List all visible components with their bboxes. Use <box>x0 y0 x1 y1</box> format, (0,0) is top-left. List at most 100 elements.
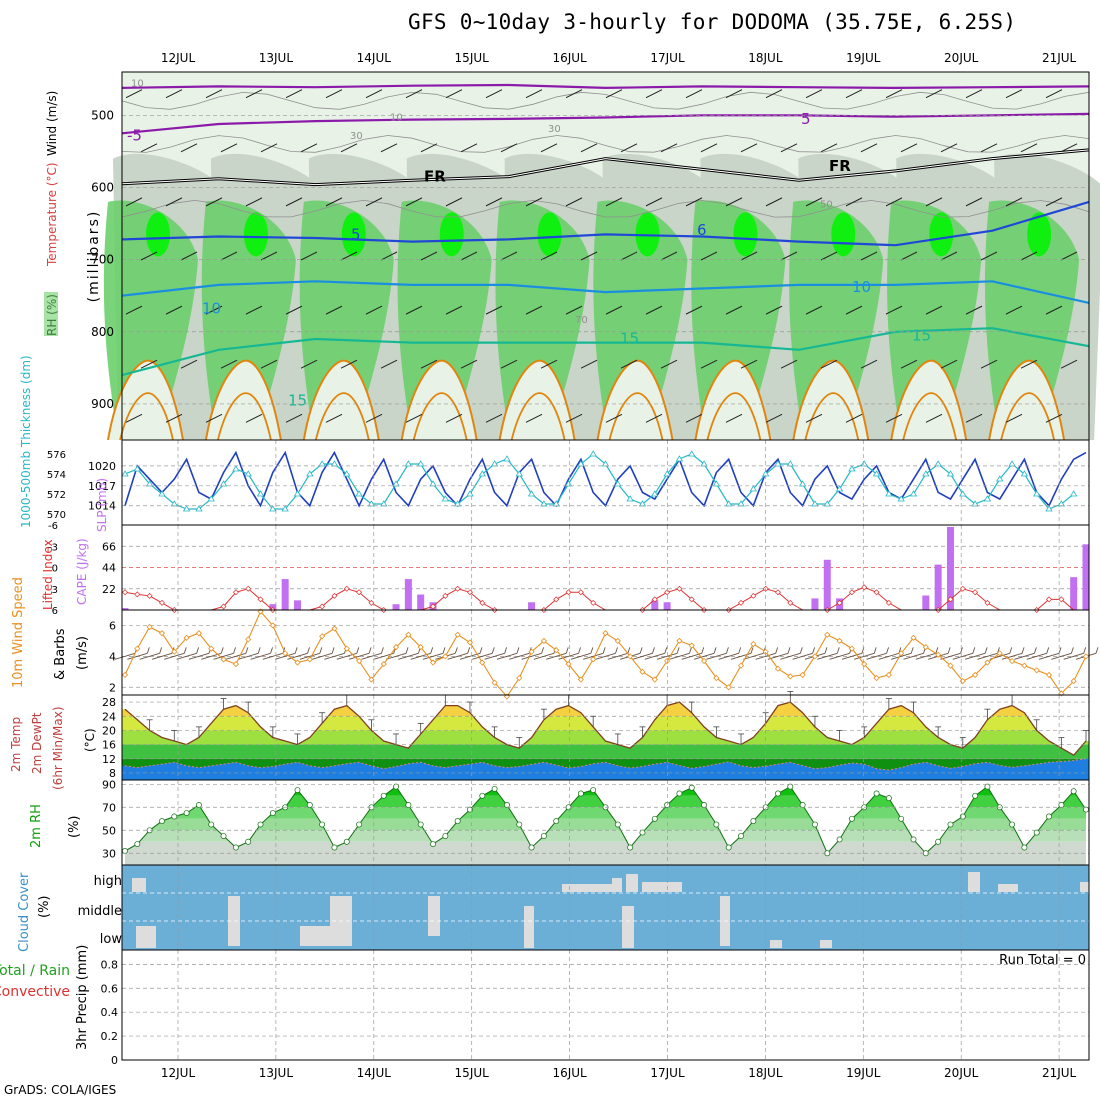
lifted-index-point <box>984 599 991 606</box>
wind-barb <box>140 251 158 261</box>
wind-barb <box>885 197 903 207</box>
wind-barb <box>459 652 481 660</box>
li-tick-label: -3 <box>48 542 58 553</box>
wind-speed-point <box>824 631 831 638</box>
wind-barb <box>164 652 185 660</box>
isotherm-20 <box>792 359 870 441</box>
thickness-tick-label: 570 <box>47 510 66 521</box>
wind-barb <box>620 143 638 153</box>
rh-shade-bright <box>537 212 562 257</box>
wind-barb <box>165 305 183 315</box>
wind-barb <box>841 652 863 660</box>
wind-barb <box>245 89 263 99</box>
wind-barb <box>740 251 758 261</box>
wind-barb <box>139 652 160 660</box>
wind-speed-point <box>232 661 239 668</box>
lifted-index-point <box>873 589 880 596</box>
wind-barb <box>1020 359 1038 369</box>
thickness-point <box>269 505 277 512</box>
bottom-x-tick-label: 14JUL <box>357 1066 392 1080</box>
thickness-point <box>688 450 696 457</box>
wind-barb <box>820 251 838 261</box>
lifted-index-point <box>319 603 326 610</box>
cape-bar <box>663 602 671 610</box>
wind-speed-point <box>503 693 511 700</box>
dewpoint-line <box>124 758 1087 771</box>
wind-barb <box>1005 197 1023 207</box>
wind-speed-point <box>257 608 264 615</box>
thickness-point <box>1069 490 1078 497</box>
wind-speed-point <box>725 684 732 691</box>
isotherm-25 <box>706 392 762 441</box>
rh-point <box>984 783 991 790</box>
isotach-line <box>121 135 1090 153</box>
wind-barb <box>213 652 234 660</box>
wind-barb-flag <box>1095 647 1099 654</box>
thickness-point <box>946 470 955 477</box>
wind-speed-point <box>885 671 892 678</box>
wind-barb-flag <box>430 647 434 654</box>
isotherm-20 <box>694 359 772 441</box>
top-x-tick-label: 21JUL <box>1042 51 1077 65</box>
wind-barb-flag <box>380 647 384 654</box>
rh-point <box>848 815 855 822</box>
temp-tick-label: 16 <box>102 739 116 752</box>
rh-point <box>405 802 412 808</box>
wind-barb-flag <box>713 647 717 654</box>
rh2m-panel: 30 50 70 90 2m RH (%) <box>29 778 1089 865</box>
thickness-point <box>971 500 979 507</box>
wind-speed-point <box>540 637 547 644</box>
rh-point <box>775 790 781 797</box>
wind-speed-point <box>405 631 412 638</box>
wind-barb-flag <box>1009 647 1013 654</box>
wind-barb <box>792 652 813 660</box>
rh-point <box>516 821 523 828</box>
legend-total-rain: Total / Rain <box>0 963 70 979</box>
rh-point <box>294 787 301 793</box>
wind-barb <box>1038 652 1060 660</box>
wind-barb-flag <box>873 647 877 654</box>
wind-barb <box>644 652 665 660</box>
wind-barb <box>485 305 503 315</box>
cloud-block <box>132 878 146 892</box>
slp-tick-label: 1014 <box>88 500 116 513</box>
rh-shade-bright <box>733 212 758 257</box>
y-tick-label: 700 <box>91 253 114 267</box>
wind-barb <box>127 652 148 660</box>
wind-barb-flag <box>257 647 261 654</box>
wind-barb <box>521 652 542 660</box>
lifted-index-point <box>232 589 239 596</box>
wind-barb-flag <box>405 647 409 654</box>
lifted-index-point <box>343 585 350 592</box>
wind-barb <box>445 413 463 423</box>
wind-barb-flag <box>270 647 273 654</box>
wind-barb <box>485 197 503 207</box>
rh-shade-bright <box>243 212 268 257</box>
thickness-point <box>256 490 265 497</box>
wind-barb <box>285 413 303 423</box>
wind-barb <box>1005 413 1023 423</box>
wind-speed-point <box>158 630 166 637</box>
wind-speed-point <box>602 630 609 637</box>
wind-barb <box>1020 251 1038 261</box>
lifted-index-point <box>787 599 794 606</box>
precip-tick-label: 0.8 <box>101 958 119 971</box>
bottom-x-tick-label: 13JUL <box>259 1066 294 1080</box>
wind-barb <box>718 652 739 660</box>
wind-speed-point <box>799 671 806 678</box>
wind-barb <box>525 197 543 207</box>
lifted-index-point <box>750 592 757 599</box>
thickness-point <box>1033 490 1041 497</box>
wind-barb <box>365 305 383 315</box>
rh-point <box>479 792 486 799</box>
wind-barb <box>706 652 727 660</box>
legend-wind: Wind (m/s) <box>45 91 59 156</box>
wind-barb <box>964 652 986 660</box>
bottom-x-tick-label: 15JUL <box>455 1066 490 1080</box>
lifted-index-point <box>442 592 449 599</box>
wind-barb <box>324 652 345 660</box>
thickness-point <box>848 465 856 472</box>
thickness-point <box>749 485 758 492</box>
wind-barb <box>1045 197 1063 207</box>
